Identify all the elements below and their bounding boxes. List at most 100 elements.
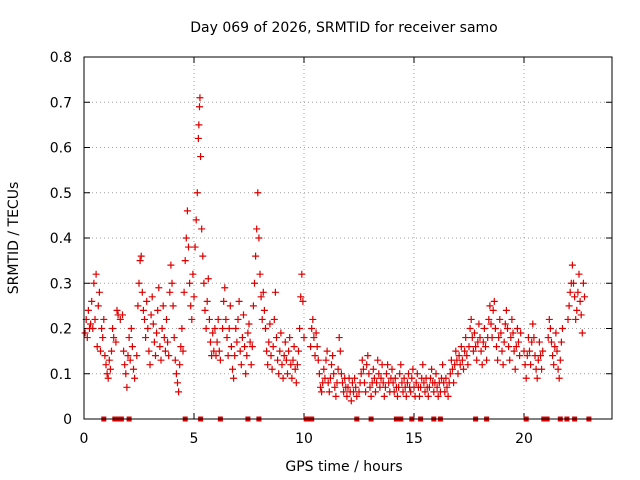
data-point-marker xyxy=(164,338,172,346)
data-point-marker xyxy=(139,306,147,314)
data-point-marker xyxy=(230,374,238,382)
data-point-marker xyxy=(135,279,143,287)
data-point-marker xyxy=(93,343,101,351)
data-point-marker xyxy=(110,334,118,342)
data-point-marker xyxy=(494,356,502,364)
data-point-marker xyxy=(307,343,315,351)
data-point-marker xyxy=(199,252,207,260)
data-point-marker xyxy=(128,343,136,351)
data-point-marker xyxy=(220,297,228,305)
data-point-marker xyxy=(361,379,368,387)
data-point-marker xyxy=(389,379,397,387)
data-point-marker xyxy=(310,334,318,342)
data-point-marker xyxy=(281,338,289,346)
data-point-marker xyxy=(439,361,447,369)
data-point-marker xyxy=(143,297,151,305)
data-point-marker xyxy=(124,352,132,360)
data-point-marker xyxy=(458,356,466,364)
data-point-marker xyxy=(289,356,297,364)
data-point-marker xyxy=(175,388,183,396)
data-point-marker xyxy=(501,320,509,328)
data-point-marker xyxy=(413,370,421,378)
data-point-marker xyxy=(134,302,142,310)
data-point-marker xyxy=(276,347,284,355)
data-point-marker xyxy=(430,388,438,396)
data-point-marker xyxy=(236,347,244,355)
data-point-marker xyxy=(244,329,252,337)
data-point-marker xyxy=(419,361,427,369)
data-point-marker xyxy=(240,311,247,319)
data-point-marker xyxy=(339,379,346,387)
data-point-marker xyxy=(403,379,411,387)
data-point-marker xyxy=(122,370,130,378)
data-point-marker xyxy=(428,365,436,373)
data-point-marker xyxy=(219,325,227,332)
data-point-marker xyxy=(258,315,266,323)
data-point-marker xyxy=(83,334,91,342)
data-point-marker xyxy=(193,189,201,197)
data-point-marker xyxy=(84,306,92,314)
data-point-marker xyxy=(209,329,217,337)
data-point-marker xyxy=(475,320,483,328)
data-point-marker xyxy=(500,338,508,346)
data-point-marker xyxy=(508,315,516,323)
data-point-marker xyxy=(533,374,541,382)
data-point-marker xyxy=(91,315,99,323)
data-point-marker xyxy=(577,311,585,319)
data-point-marker xyxy=(156,343,164,351)
data-point-marker xyxy=(254,189,262,197)
data-point-marker xyxy=(552,329,560,337)
data-point-marker xyxy=(116,315,124,323)
data-point-marker xyxy=(546,325,554,332)
data-point-marker xyxy=(203,297,211,305)
data-point-marker xyxy=(370,374,378,382)
data-point-marker xyxy=(286,334,294,342)
data-point-marker xyxy=(165,352,173,360)
data-point-marker xyxy=(198,225,206,233)
data-point-marker xyxy=(383,370,390,378)
data-point-marker xyxy=(534,356,542,364)
data-point-marker xyxy=(94,302,102,310)
data-point-marker xyxy=(476,334,484,342)
data-point-marker xyxy=(103,370,111,378)
data-point-marker xyxy=(537,352,544,360)
data-point-marker xyxy=(472,343,480,351)
data-point-marker xyxy=(330,370,338,378)
data-point-marker xyxy=(522,374,530,382)
data-point-marker xyxy=(109,325,117,332)
data-point-marker xyxy=(510,347,518,355)
data-point-marker xyxy=(200,279,208,287)
x-tick-label: 20 xyxy=(515,431,533,447)
data-point-marker xyxy=(148,293,156,301)
data-point-marker xyxy=(280,352,288,360)
data-point-marker xyxy=(174,379,181,387)
data-point-marker xyxy=(295,347,302,355)
data-point-marker xyxy=(137,252,145,260)
data-point-marker xyxy=(460,365,467,373)
data-point-marker xyxy=(357,370,365,378)
data-point-marker xyxy=(284,370,291,378)
data-point-marker xyxy=(571,293,579,301)
data-point-marker xyxy=(480,325,488,332)
data-point-marker xyxy=(297,293,305,301)
data-point-marker xyxy=(331,383,339,391)
data-point-marker xyxy=(274,356,282,364)
data-point-marker xyxy=(298,270,306,278)
data-point-marker xyxy=(400,374,408,382)
data-point-marker xyxy=(224,352,232,360)
data-point-marker xyxy=(538,365,546,373)
data-point-marker xyxy=(477,347,485,355)
data-point-marker xyxy=(249,302,257,310)
data-point-marker xyxy=(488,334,496,342)
data-point-marker xyxy=(317,383,324,391)
data-point-marker xyxy=(570,279,577,287)
data-point-marker xyxy=(358,356,366,364)
data-point-marker xyxy=(205,315,213,323)
data-point-marker xyxy=(530,334,538,342)
data-point-marker xyxy=(253,225,261,233)
data-point-marker xyxy=(469,347,477,355)
data-point-marker xyxy=(442,374,450,382)
data-point-marker xyxy=(147,311,155,319)
data-point-marker xyxy=(395,383,403,391)
data-point-marker xyxy=(441,388,449,396)
